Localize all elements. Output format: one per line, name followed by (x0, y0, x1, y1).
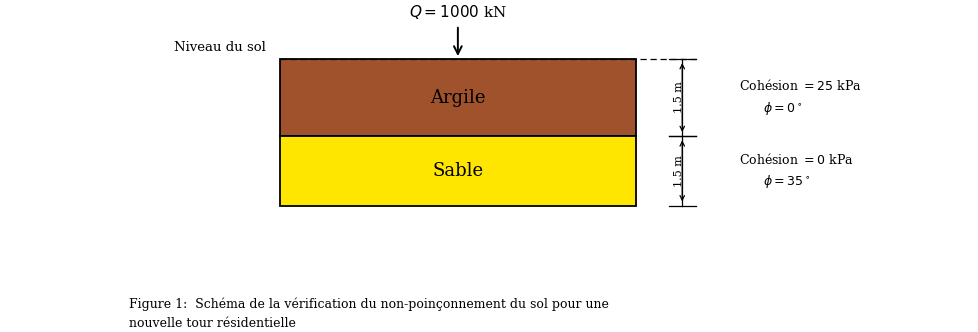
Text: Sable: Sable (432, 162, 483, 180)
Text: $Q = 1000$ kN: $Q = 1000$ kN (409, 3, 507, 21)
Text: Cohésion $= 0$ kPa: Cohésion $= 0$ kPa (738, 152, 853, 167)
Text: Niveau du sol: Niveau du sol (173, 41, 265, 54)
Text: $\phi = 35^\circ$: $\phi = 35^\circ$ (762, 173, 810, 190)
Text: Argile: Argile (429, 89, 485, 107)
Bar (280, 136, 635, 206)
Text: Figure 1:  Schéma de la vérification du non-poinçonnement du sol pour une
nouvel: Figure 1: Schéma de la vérification du n… (129, 297, 608, 330)
Text: $\phi = 0^\circ$: $\phi = 0^\circ$ (762, 100, 802, 117)
Text: 1.5 m: 1.5 m (674, 82, 684, 114)
Bar (280, 59, 635, 136)
Text: Cohésion $= 25$ kPa: Cohésion $= 25$ kPa (738, 78, 861, 93)
Text: 1.5 m: 1.5 m (674, 155, 684, 187)
